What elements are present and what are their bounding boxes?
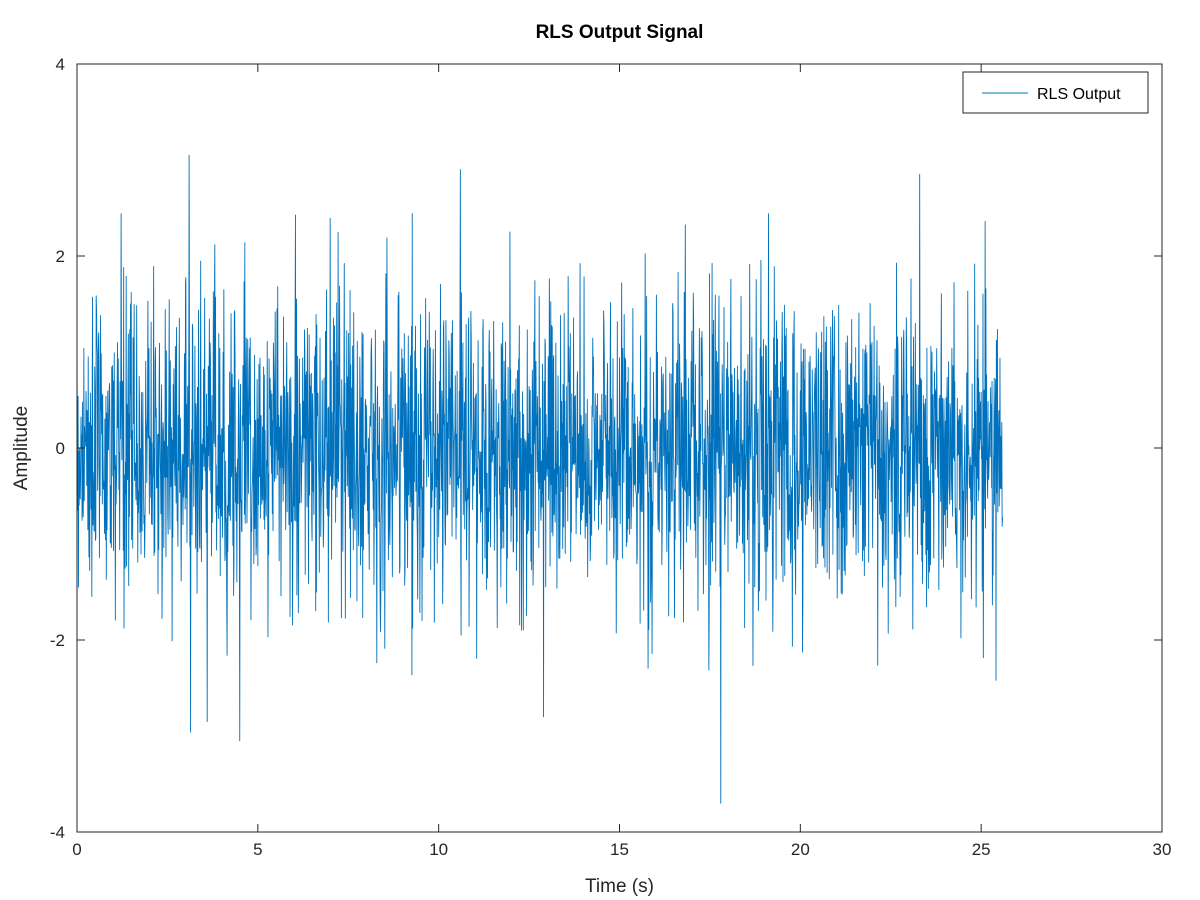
chart-title: RLS Output Signal (536, 22, 704, 43)
y-tick-label: 4 (56, 55, 65, 74)
x-tick-label: 30 (1153, 840, 1172, 859)
y-tick-label: 2 (56, 247, 65, 266)
legend: RLS Output (962, 71, 1149, 114)
y-tick-label: -2 (50, 631, 65, 650)
series-line-0 (76, 154, 1003, 804)
x-tick-label: 10 (429, 840, 448, 859)
series-layer (76, 154, 1003, 804)
x-tick-label: 5 (253, 840, 262, 859)
y-tick-label: -4 (50, 823, 65, 842)
legend-label: RLS Output (1037, 86, 1121, 103)
x-tick-label: 20 (791, 840, 810, 859)
x-tick-label: 25 (972, 840, 991, 859)
y-axis-label: Amplitude (11, 406, 32, 491)
x-axis-label: Time (s) (585, 876, 654, 897)
y-tick-label: 0 (56, 439, 65, 458)
x-tick-label: 0 (72, 840, 81, 859)
x-tick-label: 15 (610, 840, 629, 859)
ticks-layer: 0 5 10 15 20 25 30 -4 -2 0 2 4 (50, 55, 1172, 859)
